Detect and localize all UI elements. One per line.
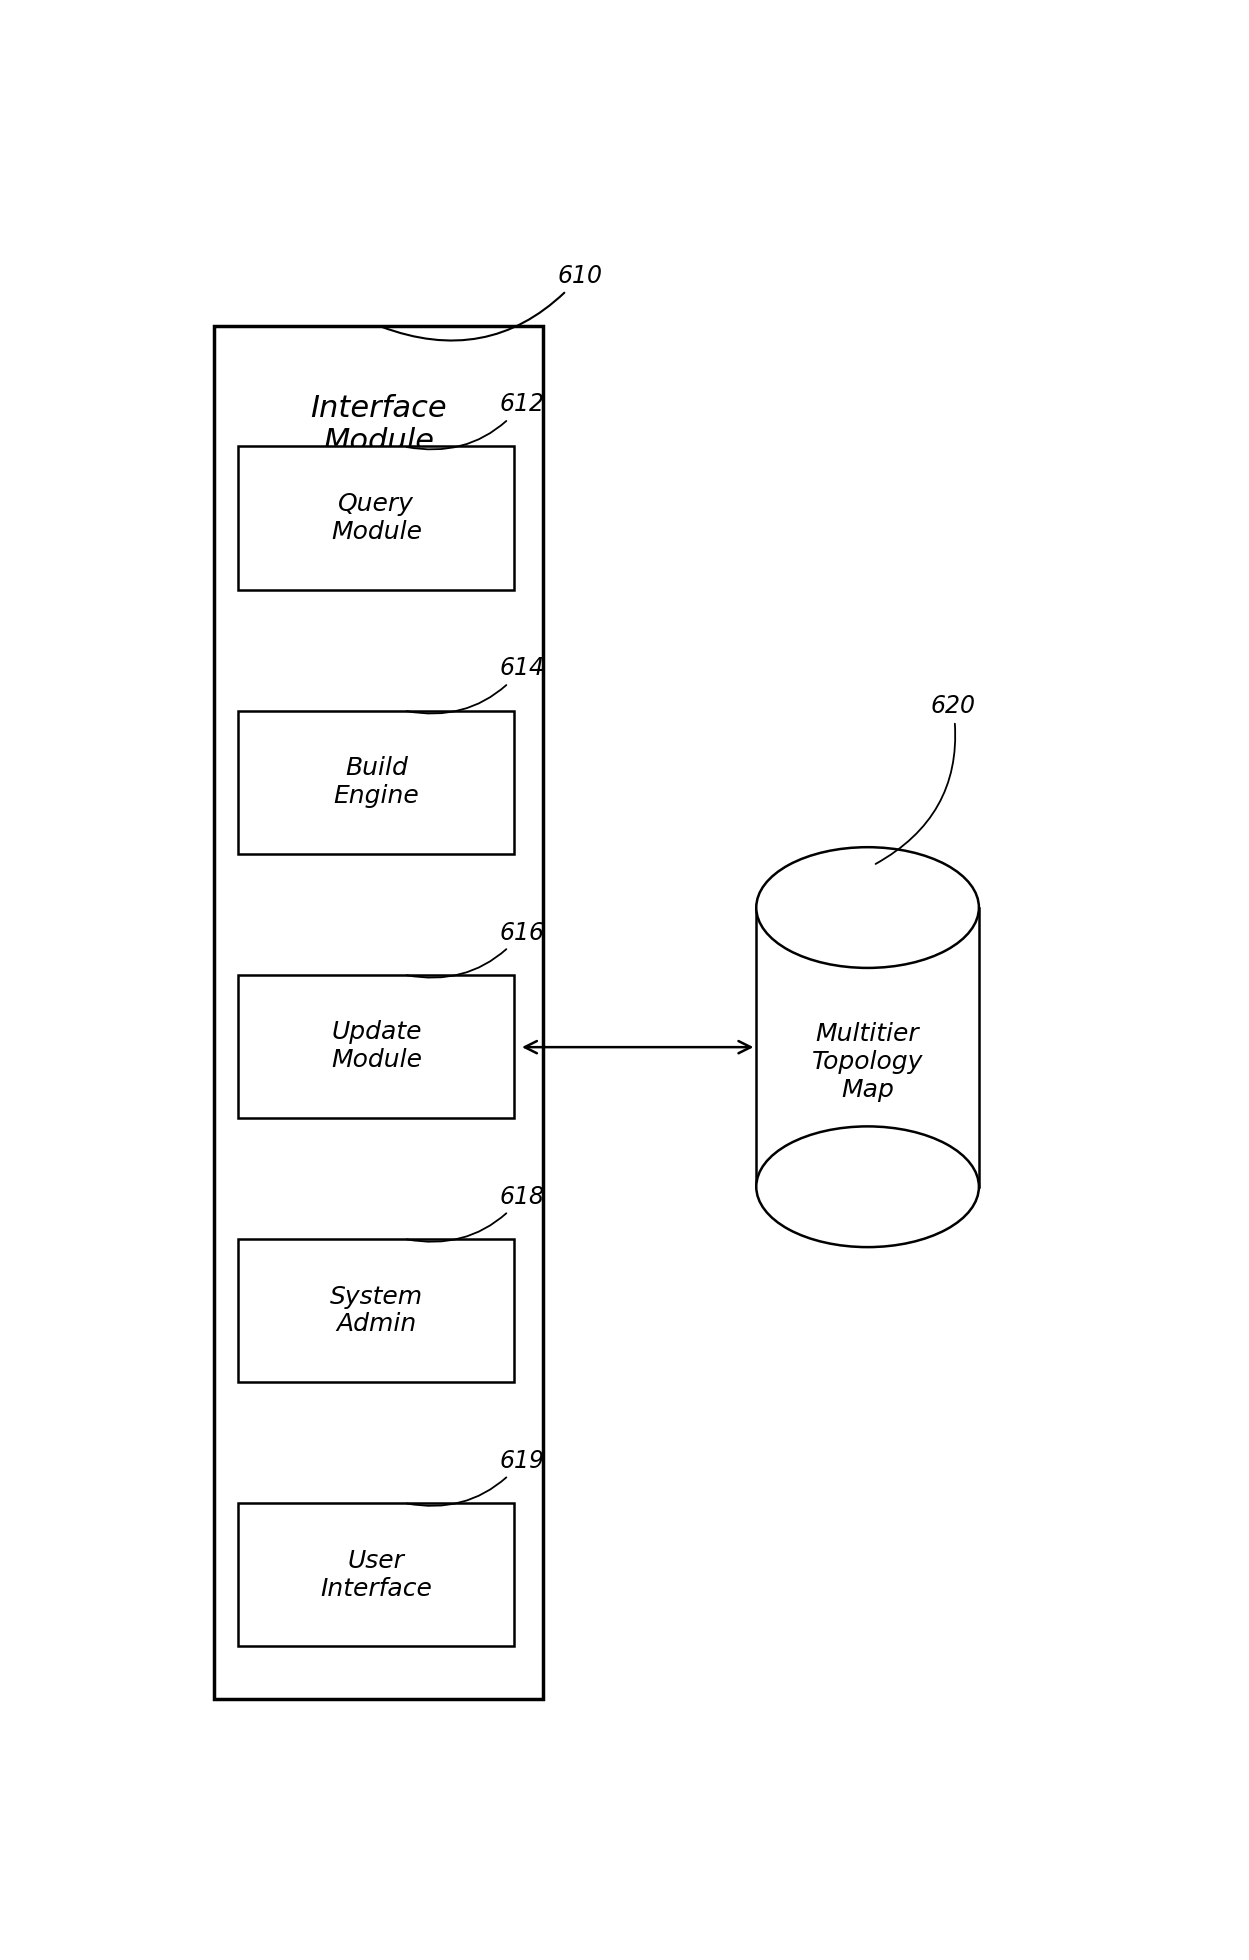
Text: 619: 619	[407, 1448, 545, 1505]
Text: 610: 610	[381, 265, 603, 341]
Bar	[239, 711, 515, 855]
Bar	[239, 1503, 515, 1646]
Bar	[239, 974, 515, 1117]
Text: User
Interface: User Interface	[321, 1548, 432, 1601]
Bar	[215, 325, 543, 1699]
Text: Multitier
Topology
Map: Multitier Topology Map	[812, 1023, 923, 1102]
Text: Build
Engine: Build Engine	[333, 757, 420, 808]
Text: 620: 620	[876, 694, 975, 864]
Ellipse shape	[757, 847, 979, 968]
Ellipse shape	[757, 1127, 979, 1247]
Text: 618: 618	[407, 1184, 545, 1243]
Text: Interface
Module: Interface Module	[311, 394, 447, 457]
Polygon shape	[757, 907, 979, 1186]
Text: 614: 614	[407, 657, 545, 713]
Text: 612: 612	[407, 392, 545, 449]
Bar	[239, 447, 515, 590]
Bar	[239, 1239, 515, 1382]
Text: 616: 616	[407, 921, 545, 978]
Text: Update
Module: Update Module	[331, 1021, 422, 1072]
Text: Query
Module: Query Module	[331, 492, 422, 545]
Text: System
Admin: System Admin	[330, 1284, 423, 1337]
